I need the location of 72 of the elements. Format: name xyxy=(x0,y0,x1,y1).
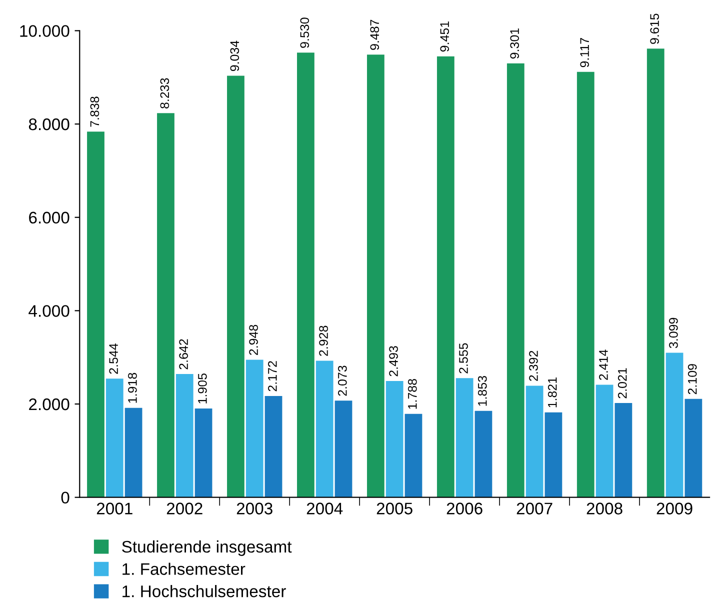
bar xyxy=(576,72,594,498)
bar xyxy=(334,400,352,498)
bar xyxy=(526,386,544,498)
data-label: 9.117 xyxy=(580,38,589,68)
y-tick-label: 6.000 xyxy=(29,212,70,224)
data-label: 1.821 xyxy=(548,378,557,408)
x-tick-label: 2005 xyxy=(376,502,412,514)
bar xyxy=(124,408,142,498)
x-tick-label: 2009 xyxy=(656,502,692,514)
bar xyxy=(506,63,524,498)
bar xyxy=(264,396,282,498)
data-label: 2.555 xyxy=(459,343,468,374)
data-label: 3.099 xyxy=(669,318,678,348)
data-label: 9.530 xyxy=(300,18,310,48)
bar xyxy=(316,360,334,498)
data-label: 1.905 xyxy=(198,374,207,404)
x-tick-label: 2002 xyxy=(166,502,202,514)
data-label: 8.233 xyxy=(160,78,170,108)
x-tick-label: 2003 xyxy=(236,502,272,514)
bar xyxy=(544,412,562,498)
data-label: 9.451 xyxy=(440,21,450,52)
bar xyxy=(596,384,614,498)
data-label: 9.487 xyxy=(370,20,380,50)
bar xyxy=(157,113,174,498)
x-tick-label: 2008 xyxy=(586,502,622,514)
bar xyxy=(456,378,474,498)
x-tick-label: 2007 xyxy=(516,502,552,514)
data-label: 2.172 xyxy=(268,361,277,392)
legend-label: 1. Fachsemester xyxy=(122,562,246,575)
y-tick-label: 10.000 xyxy=(20,25,70,37)
data-label: 2.109 xyxy=(688,364,697,394)
data-label: 9.615 xyxy=(650,14,659,44)
data-label: 2.493 xyxy=(389,346,398,376)
y-tick-label: 8.000 xyxy=(28,118,70,130)
data-label: 9.034 xyxy=(230,40,240,72)
data-label: 2.021 xyxy=(618,368,627,398)
data-label: 2.392 xyxy=(529,350,538,381)
bar xyxy=(176,374,194,498)
y-tick-label: 0 xyxy=(61,492,70,504)
data-label: 2.414 xyxy=(599,350,608,380)
x-tick-label: 2001 xyxy=(96,502,132,514)
bar xyxy=(666,352,684,498)
bar xyxy=(366,54,384,498)
bar xyxy=(87,132,104,498)
bar xyxy=(227,76,244,498)
data-label: 1.918 xyxy=(128,372,137,403)
data-label: 1.853 xyxy=(478,376,487,406)
bar xyxy=(646,48,664,498)
bar xyxy=(436,56,454,498)
data-label: 2.928 xyxy=(319,326,328,356)
x-tick-label: 2004 xyxy=(306,502,343,514)
bar xyxy=(106,378,124,498)
y-tick-label: 4.000 xyxy=(28,305,70,317)
data-label: 7.838 xyxy=(90,96,100,127)
y-tick-label: 2.000 xyxy=(29,398,70,410)
data-label: 2.948 xyxy=(249,324,258,355)
data-label: 2.073 xyxy=(338,366,347,396)
bar xyxy=(474,410,492,498)
legend-label: Studierende insgesamt xyxy=(122,540,292,556)
data-label: 2.544 xyxy=(109,344,118,374)
x-tick-label: 2006 xyxy=(446,502,482,514)
bar xyxy=(246,360,264,498)
bar xyxy=(684,398,702,498)
bar xyxy=(297,52,314,498)
data-label: 1.788 xyxy=(408,379,417,409)
data-label: 2.642 xyxy=(179,339,188,370)
bar xyxy=(386,381,404,498)
bar xyxy=(194,408,212,498)
data-label: 9.301 xyxy=(510,28,520,59)
legend-label: 1. Hochschulsemester xyxy=(122,585,286,598)
bar xyxy=(614,403,632,498)
bar xyxy=(404,414,422,498)
